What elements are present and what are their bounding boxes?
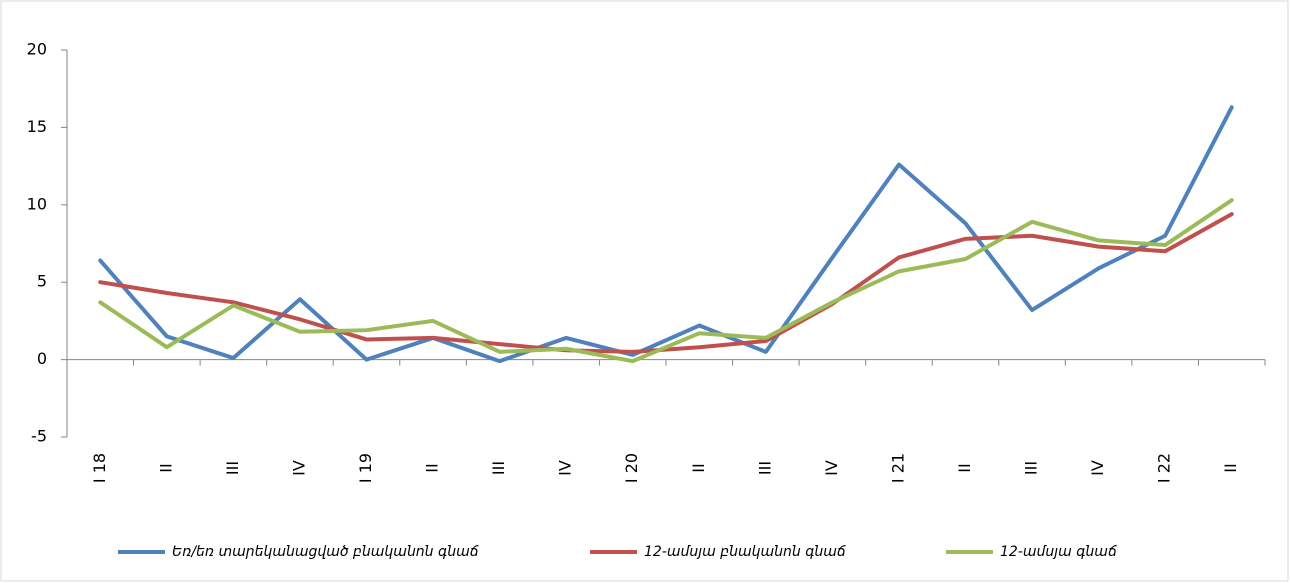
y-tick-label: 15 [27, 117, 47, 136]
series-line [98, 198, 1234, 364]
x-tick-label: IV [556, 460, 575, 476]
series-line [98, 212, 1234, 354]
x-tick-label: III [489, 461, 508, 475]
legend-label: 12-ամսյա գնաճ [1000, 544, 1117, 560]
x-tick-label: III [755, 461, 774, 475]
y-tick-label: 20 [27, 40, 47, 59]
x-tick-label: III [1022, 461, 1041, 475]
x-tick-label: II [423, 463, 442, 472]
x-tick-label: I 19 [356, 453, 375, 483]
x-tick-label: II [156, 463, 175, 472]
y-tick-label: 5 [37, 272, 47, 291]
y-tick-label: 10 [27, 194, 47, 213]
x-tick-label: IV [1088, 460, 1107, 476]
series-line [98, 105, 1234, 364]
legend-label: 12-ամսյա բնականոն գնաճ [644, 544, 846, 560]
x-tick-label: II [1221, 463, 1240, 472]
x-tick-label: I 22 [1155, 453, 1174, 483]
legend-label: Եռ/եռ տարեկանացված բնականոն գնաճ [172, 544, 479, 560]
x-tick-label: IV [822, 460, 841, 476]
y-tick-label: -5 [31, 427, 47, 446]
x-tick-label: I 18 [90, 453, 109, 483]
y-tick-label: 0 [37, 349, 47, 368]
x-tick-label: I 21 [888, 453, 907, 483]
x-tick-label: II [955, 463, 974, 472]
x-tick-label: II [689, 463, 708, 472]
x-tick-label: IV [289, 460, 308, 476]
x-tick-label: I 20 [622, 453, 641, 483]
x-tick-label: III [223, 461, 242, 475]
